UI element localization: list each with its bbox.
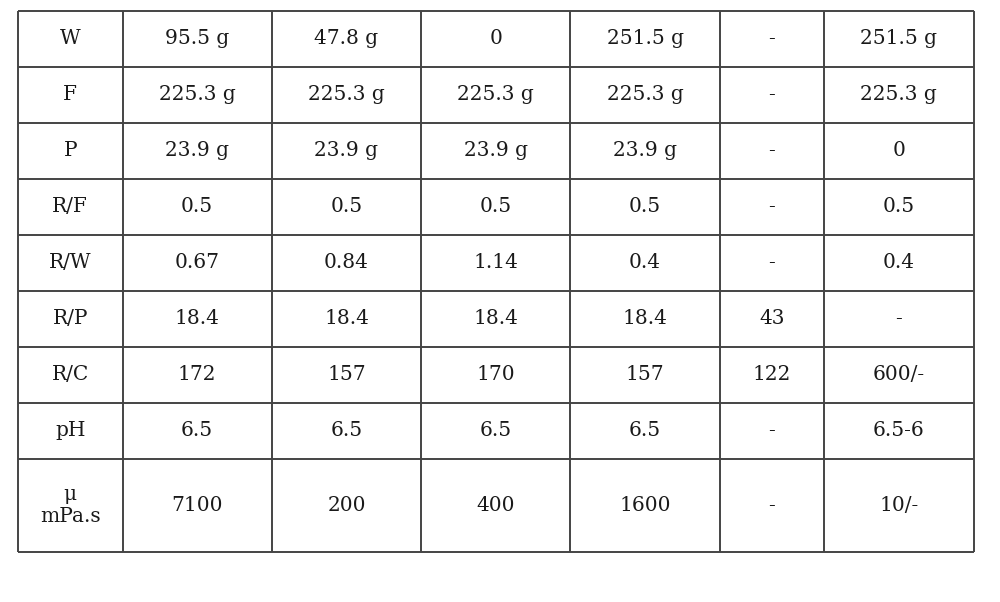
Text: 6.5: 6.5 — [480, 421, 512, 440]
Text: 47.8 g: 47.8 g — [314, 29, 379, 48]
Text: -: - — [769, 197, 775, 216]
Text: 0.67: 0.67 — [175, 253, 220, 272]
Text: 43: 43 — [759, 309, 785, 328]
Text: 0.5: 0.5 — [330, 197, 363, 216]
Text: 0.5: 0.5 — [181, 197, 213, 216]
Text: 23.9 g: 23.9 g — [314, 141, 378, 160]
Text: 18.4: 18.4 — [473, 309, 518, 328]
Text: 7100: 7100 — [171, 496, 223, 515]
Text: 23.9 g: 23.9 g — [165, 141, 229, 160]
Text: 6.5-6: 6.5-6 — [873, 421, 925, 440]
Text: 1600: 1600 — [619, 496, 671, 515]
Text: 10/-: 10/- — [879, 496, 918, 515]
Text: 0.5: 0.5 — [883, 197, 915, 216]
Text: R/P: R/P — [52, 309, 88, 328]
Text: 172: 172 — [178, 365, 216, 384]
Text: 225.3 g: 225.3 g — [308, 85, 385, 104]
Text: 251.5 g: 251.5 g — [607, 29, 684, 48]
Text: 23.9 g: 23.9 g — [613, 141, 677, 160]
Text: R/W: R/W — [49, 253, 92, 272]
Text: 6.5: 6.5 — [629, 421, 661, 440]
Text: F: F — [63, 85, 77, 104]
Text: -: - — [769, 496, 775, 515]
Text: -: - — [769, 29, 775, 48]
Text: 18.4: 18.4 — [324, 309, 369, 328]
Text: -: - — [769, 141, 775, 160]
Text: 95.5 g: 95.5 g — [165, 29, 229, 48]
Text: W: W — [60, 29, 81, 48]
Text: 225.3 g: 225.3 g — [860, 85, 937, 104]
Text: 122: 122 — [753, 365, 791, 384]
Text: 23.9 g: 23.9 g — [464, 141, 528, 160]
Text: 0.4: 0.4 — [629, 253, 661, 272]
Text: 225.3 g: 225.3 g — [457, 85, 534, 104]
Text: R/C: R/C — [52, 365, 89, 384]
Text: P: P — [63, 141, 77, 160]
Text: 157: 157 — [327, 365, 366, 384]
Text: pH: pH — [55, 421, 86, 440]
Text: 251.5 g: 251.5 g — [860, 29, 937, 48]
Text: 600/-: 600/- — [873, 365, 925, 384]
Text: 0: 0 — [892, 141, 905, 160]
Text: 200: 200 — [327, 496, 366, 515]
Text: 400: 400 — [477, 496, 515, 515]
Text: μ
mPa.s: μ mPa.s — [40, 485, 101, 526]
Text: 225.3 g: 225.3 g — [159, 85, 236, 104]
Text: 170: 170 — [476, 365, 515, 384]
Text: 225.3 g: 225.3 g — [607, 85, 683, 104]
Text: R/F: R/F — [52, 197, 88, 216]
Text: 18.4: 18.4 — [623, 309, 667, 328]
Text: 18.4: 18.4 — [175, 309, 220, 328]
Text: -: - — [769, 421, 775, 440]
Text: -: - — [769, 85, 775, 104]
Text: -: - — [769, 253, 775, 272]
Text: 1.14: 1.14 — [473, 253, 518, 272]
Text: 6.5: 6.5 — [330, 421, 363, 440]
Text: 0.84: 0.84 — [324, 253, 369, 272]
Text: -: - — [895, 309, 902, 328]
Text: 0.4: 0.4 — [883, 253, 915, 272]
Text: 0: 0 — [489, 29, 502, 48]
Text: 157: 157 — [626, 365, 664, 384]
Text: 0.5: 0.5 — [480, 197, 512, 216]
Text: 0.5: 0.5 — [629, 197, 661, 216]
Text: 6.5: 6.5 — [181, 421, 213, 440]
